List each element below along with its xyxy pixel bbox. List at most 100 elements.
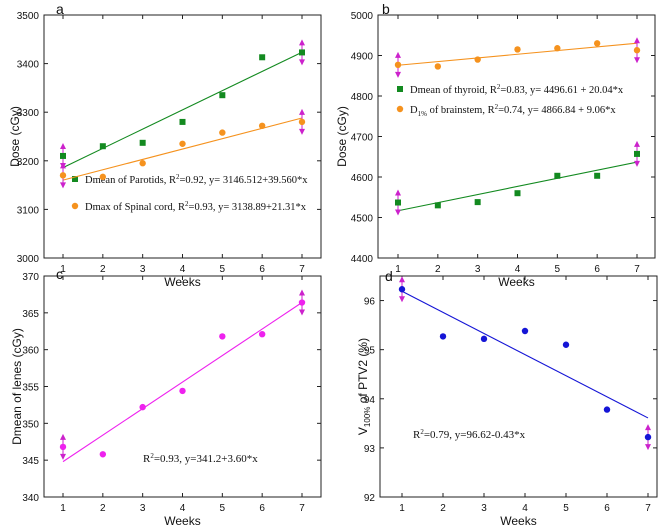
panel-b: b 4400 4500 4600 4700 4800 4900 5000 1 2 3 4 5 6 7 Week… [335, 1, 656, 289]
y-tick-label: 3100 [17, 205, 40, 216]
y-tick-label: 350 [22, 419, 39, 430]
panel-label: d [385, 268, 393, 284]
fit-line-0 [62, 51, 303, 169]
panel-label: a [56, 1, 64, 17]
x-tick-label: 3 [475, 264, 481, 275]
data-point-0 [594, 172, 601, 179]
x-tick-label: 5 [555, 264, 561, 275]
x-tick-label: 5 [220, 503, 226, 514]
x-tick-label: 3 [140, 264, 146, 275]
x-tick-label: 6 [259, 503, 265, 514]
x-tick-label: 1 [60, 264, 66, 275]
x-tick-label: 3 [481, 503, 487, 514]
y-tick-label: 4700 [351, 133, 374, 144]
data-point-0 [59, 443, 67, 451]
y-tick-label: 4900 [351, 52, 374, 63]
data-point-0 [603, 406, 611, 413]
legend-marker-0 [397, 86, 403, 92]
y-tick-label: 3300 [17, 108, 40, 119]
y-tick-label: 92 [364, 493, 376, 504]
x-tick-label: 4 [522, 503, 528, 514]
panel-a: a 3000 3100 3200 3300 3400 3500 1 2 3 4 5 6 7 Weeks Dos… [8, 1, 322, 289]
x-tick-label: 5 [563, 503, 569, 514]
data-point-0 [554, 172, 561, 179]
y-tick-label: 94 [364, 395, 376, 406]
data-point-1 [593, 40, 601, 47]
y-tick-label: 355 [22, 383, 39, 394]
data-point-0 [60, 152, 66, 159]
data-point-0 [474, 199, 481, 206]
y-tick-label: 345 [22, 456, 39, 467]
y-tick-label: 4500 [351, 214, 374, 225]
data-point-1 [99, 173, 107, 181]
y-tick-label: 3500 [17, 11, 40, 22]
fit-line-1 [397, 42, 638, 66]
x-tick-label: 5 [220, 264, 226, 275]
y-tick-label: 4600 [351, 173, 374, 184]
legend-label-1: Dmax of Spinal cord, R2=0.93, y= 3138.89… [85, 200, 307, 213]
x-axis-title: Weeks [164, 275, 200, 289]
data-point-0 [179, 118, 186, 125]
x-tick-label: 1 [60, 503, 66, 514]
y-tick-label: 365 [22, 309, 39, 320]
x-tick-label: 6 [604, 503, 610, 514]
data-point-0 [644, 433, 652, 441]
fit-annotation: R2=0.79, y=96.62-0.43*x [413, 428, 526, 441]
y-axis-title: Dmean of lenes (cGy) [10, 328, 24, 445]
panel-label: c [56, 266, 63, 282]
y-tick-label: 3200 [17, 157, 40, 168]
data-point-1 [633, 47, 641, 54]
data-point-1 [59, 172, 67, 179]
y-axis-title: Dose (cGy) [8, 106, 22, 167]
panel-label: b [382, 1, 390, 17]
fit-annotation: R2=0.93, y=341.2+3.60*x [143, 452, 258, 465]
data-point-1 [514, 46, 521, 53]
x-tick-label: 3 [140, 503, 146, 514]
y-tick-label: 95 [364, 346, 376, 357]
x-tick-label: 7 [645, 503, 651, 514]
y-tick-label: 96 [364, 297, 376, 308]
x-tick-label: 7 [634, 264, 640, 275]
y-tick-label: 3000 [17, 254, 40, 265]
legend-label-1: D1% of brainstem, R2=0.74, y= 4866.84 + … [410, 103, 616, 118]
data-point-1 [434, 63, 442, 70]
y-axis-title: V100% of PTV2 (%) [356, 338, 372, 435]
x-tick-label: 1 [395, 264, 401, 275]
data-point-1 [179, 140, 186, 147]
fit-line-0 [401, 290, 649, 419]
y-tick-label: 360 [22, 346, 39, 357]
data-point-0 [434, 202, 441, 209]
data-point-1 [298, 118, 306, 126]
data-point-0 [439, 333, 447, 340]
data-point-0 [521, 327, 529, 335]
data-point-0 [259, 54, 266, 61]
x-tick-label: 7 [299, 264, 305, 275]
data-point-0 [395, 199, 401, 206]
y-tick-label: 4400 [351, 254, 374, 265]
legend-marker-0 [72, 176, 78, 182]
legend-label-0: Dmean of thyroid, R2=0.83, y= 4496.61 + … [410, 83, 624, 96]
data-point-0 [562, 341, 570, 348]
data-point-0 [634, 150, 640, 157]
data-point-1 [554, 45, 561, 52]
data-point-0 [480, 335, 488, 343]
data-point-1 [139, 160, 146, 167]
x-tick-label: 2 [440, 503, 446, 514]
data-point-1 [474, 56, 481, 63]
fit-line-1 [62, 117, 303, 181]
data-point-0 [99, 451, 107, 458]
y-tick-label: 93 [364, 444, 376, 455]
panel-d: d 92 93 94 95 96 1 2 3 4 5 6 7 Weeks V100% of PTV2 (%)… [356, 268, 658, 526]
fit-line-0 [62, 302, 303, 463]
plot-frame [379, 275, 658, 498]
y-tick-label: 3400 [17, 60, 40, 71]
x-tick-label: 4 [180, 264, 186, 275]
data-point-0 [139, 403, 146, 411]
data-point-0 [99, 143, 106, 150]
y-tick-label: 4800 [351, 92, 374, 103]
data-point-0 [398, 286, 406, 293]
x-axis-title: Weeks [500, 514, 536, 526]
data-point-1 [394, 61, 402, 69]
